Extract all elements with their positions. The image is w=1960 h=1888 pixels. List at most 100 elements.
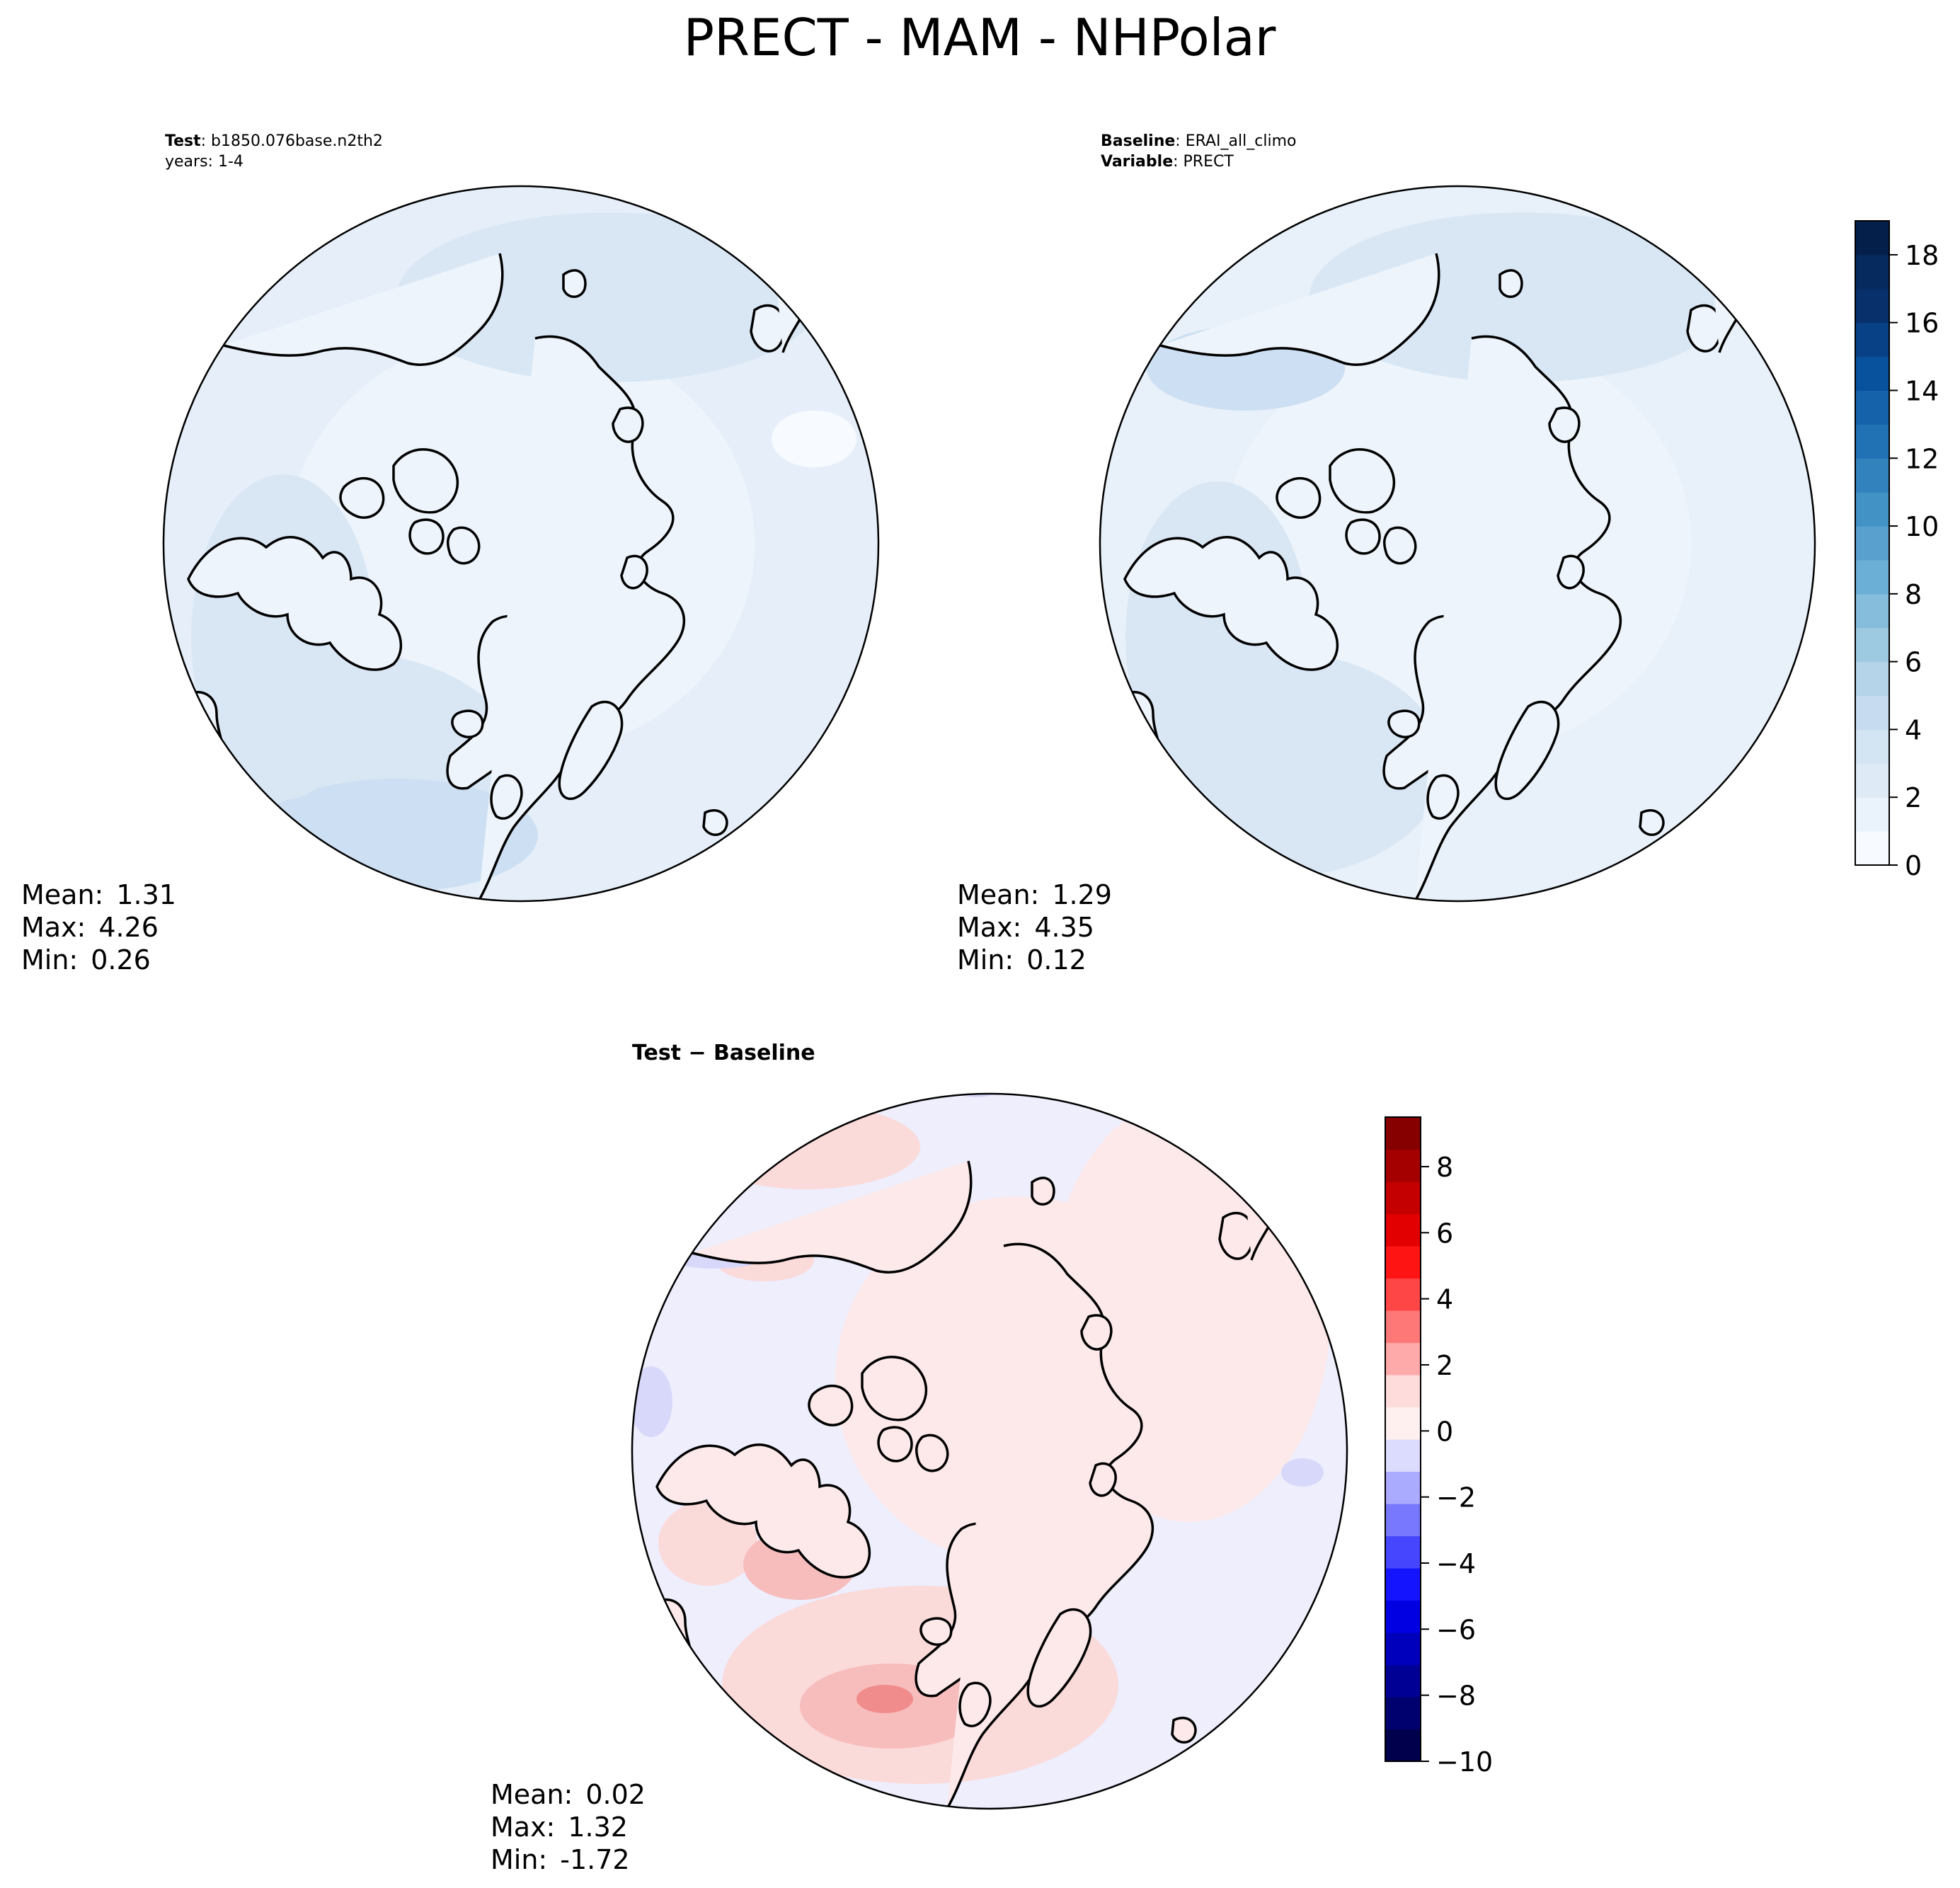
diff-colorbar-swatch xyxy=(1385,1632,1421,1665)
precip-colorbar-tick-label: 4 xyxy=(1905,714,1922,745)
diff-colorbar-swatch xyxy=(1385,1504,1421,1536)
precip-colorbar-swatch xyxy=(1855,696,1889,730)
baseline-stats: Mean: 1.29 Max: 4.35 Min: 0.12 xyxy=(957,879,1112,976)
diff-colorbar-swatch xyxy=(1385,1278,1421,1311)
diff-colorbar-tick-label: −4 xyxy=(1436,1548,1476,1579)
diff-colorbar-tick-label: −2 xyxy=(1436,1482,1476,1514)
precip-colorbar-tick-label: 18 xyxy=(1905,240,1939,271)
test-header-line-2: years: 1-4 xyxy=(165,153,243,171)
baseline-map xyxy=(1100,186,1815,901)
variable-value: PRECT xyxy=(1184,153,1234,171)
diff-colorbar-swatch xyxy=(1385,1214,1421,1247)
diff-colorbar-swatch xyxy=(1385,1439,1421,1472)
precip-colorbar-swatch xyxy=(1855,831,1889,865)
svg-text:Max:1.32: Max: 1.32 xyxy=(491,1812,628,1843)
baseline-header-key: Baseline xyxy=(1101,132,1175,150)
precip-colorbar-tick-label: 8 xyxy=(1905,579,1922,610)
diff-colorbar-swatch xyxy=(1385,1375,1421,1407)
difference-mean-value: 0.02 xyxy=(585,1779,646,1810)
diff-colorbar-tick-label: −8 xyxy=(1436,1681,1476,1712)
precip-colorbar-swatch xyxy=(1855,255,1889,289)
precip-colorbar-swatch xyxy=(1855,221,1889,255)
precip-colorbar-swatch xyxy=(1855,560,1889,594)
baseline-panel: Baseline: ERAI_all_climo Variable: PRECT… xyxy=(957,132,1815,976)
precip-colorbar-swatch xyxy=(1855,323,1889,357)
figure-title: PRECT - MAM - NHPolar xyxy=(684,8,1276,67)
precip-colorbar-swatch xyxy=(1855,357,1889,391)
diff-colorbar-swatch xyxy=(1385,1697,1421,1729)
svg-text:Mean:1.31: Mean: 1.31 xyxy=(21,879,176,910)
test-header-key: Test xyxy=(165,132,201,150)
precip-colorbar-swatch xyxy=(1855,526,1889,560)
baseline-max-label: Max: xyxy=(957,912,1021,943)
diff-colorbar-swatch xyxy=(1385,1536,1421,1569)
test-min-value: 0.26 xyxy=(91,944,151,976)
baseline-min-label: Min: xyxy=(957,944,1014,976)
precip-colorbar-tick-label: 14 xyxy=(1905,375,1939,406)
difference-min-label: Min: xyxy=(491,1844,547,1875)
baseline-header-line-1: Baseline: ERAI_all_climo xyxy=(1101,132,1296,150)
diff-colorbar-swatch xyxy=(1385,1665,1421,1698)
precip-colorbar-swatch xyxy=(1855,729,1889,763)
baseline-max-value: 4.35 xyxy=(1034,912,1094,943)
difference-mean-label: Mean: xyxy=(491,1779,573,1810)
diff-colorbar-swatch xyxy=(1385,1729,1421,1762)
difference-header: Test − Baseline xyxy=(632,1041,815,1065)
diff-colorbar-swatch xyxy=(1385,1568,1421,1601)
precip-colorbar-tick-label: 16 xyxy=(1905,308,1939,339)
baseline-header-line-2: Variable: PRECT xyxy=(1101,153,1234,171)
baseline-mean-value: 1.29 xyxy=(1052,879,1112,910)
difference-map xyxy=(630,1083,1347,1809)
precip-colorbar-tick-label: 6 xyxy=(1905,647,1922,678)
precip-colorbar-swatch xyxy=(1855,628,1889,662)
svg-text:Max:4.35: Max: 4.35 xyxy=(957,912,1094,943)
test-header-value: b1850.076base.n2th2 xyxy=(211,132,383,150)
test-mean-value: 1.31 xyxy=(116,879,176,910)
diff-colorbar-tick-label: 2 xyxy=(1436,1350,1453,1381)
diff-colorbar-swatch xyxy=(1385,1150,1421,1182)
precip-colorbar-swatch xyxy=(1855,289,1889,323)
diff-colorbar-swatch xyxy=(1385,1117,1421,1150)
variable-key: Variable xyxy=(1101,153,1173,171)
diff-colorbar-swatch xyxy=(1385,1310,1421,1343)
baseline-header-value: ERAI_all_climo xyxy=(1186,132,1297,150)
diff-colorbar-swatch xyxy=(1385,1246,1421,1278)
precip-colorbar-swatch xyxy=(1855,424,1889,458)
precip-colorbar-swatch xyxy=(1855,390,1889,424)
diff-colorbar-tick-label: 0 xyxy=(1436,1416,1453,1447)
diff-colorbar-tick-label: −6 xyxy=(1436,1614,1476,1645)
diff-colorbar-swatch xyxy=(1385,1601,1421,1633)
difference-max-label: Max: xyxy=(491,1812,555,1843)
test-mean-label: Mean: xyxy=(21,879,103,910)
test-max-label: Max: xyxy=(21,912,86,943)
precip-colorbar-swatch xyxy=(1855,594,1889,628)
svg-text:Min:0.26: Min: 0.26 xyxy=(21,944,151,976)
diff-colorbar-swatch xyxy=(1385,1472,1421,1504)
test-panel: Test: b1850.076base.n2th2 years: 1-4 Mea… xyxy=(21,132,878,976)
precip-colorbar-tick-label: 10 xyxy=(1905,511,1939,542)
test-stats: Mean: 1.31 Max: 4.26 Min: 0.26 xyxy=(21,879,176,976)
baseline-min-value: 0.12 xyxy=(1026,944,1087,976)
precip-colorbar: 024681012141618 xyxy=(1855,221,1939,881)
svg-text:Mean:1.29: Mean: 1.29 xyxy=(957,879,1112,910)
difference-min-value: -1.72 xyxy=(560,1844,629,1875)
precip-colorbar-swatch xyxy=(1855,458,1889,492)
diff-colorbar-tick-label: 6 xyxy=(1436,1218,1453,1249)
svg-text:Min:-1.72: Min: -1.72 xyxy=(491,1844,630,1875)
svg-text:Mean:0.02: Mean: 0.02 xyxy=(491,1779,646,1810)
precip-colorbar-tick-label: 0 xyxy=(1905,850,1922,881)
diff-colorbar-swatch xyxy=(1385,1407,1421,1440)
svg-text:Min:0.12: Min: 0.12 xyxy=(957,944,1087,976)
difference-panel: Test − Baseline Mean: 0.02 xyxy=(491,1041,1347,1875)
svg-text:Max:4.26: Max: 4.26 xyxy=(21,912,159,943)
precip-colorbar-swatch xyxy=(1855,763,1889,797)
test-min-label: Min: xyxy=(21,944,78,976)
diff-colorbar-swatch xyxy=(1385,1182,1421,1214)
precip-colorbar-tick-label: 12 xyxy=(1905,443,1939,474)
test-map xyxy=(156,186,878,901)
test-header-line-1: Test: b1850.076base.n2th2 xyxy=(165,132,383,150)
difference-stats: Mean: 0.02 Max: 1.32 Min: -1.72 xyxy=(491,1779,646,1875)
diff-colorbar: −10 −8 −6 −4 −2 0 2 4 6 8 xyxy=(1385,1117,1493,1778)
diff-colorbar-tick-label: −10 xyxy=(1436,1746,1493,1778)
